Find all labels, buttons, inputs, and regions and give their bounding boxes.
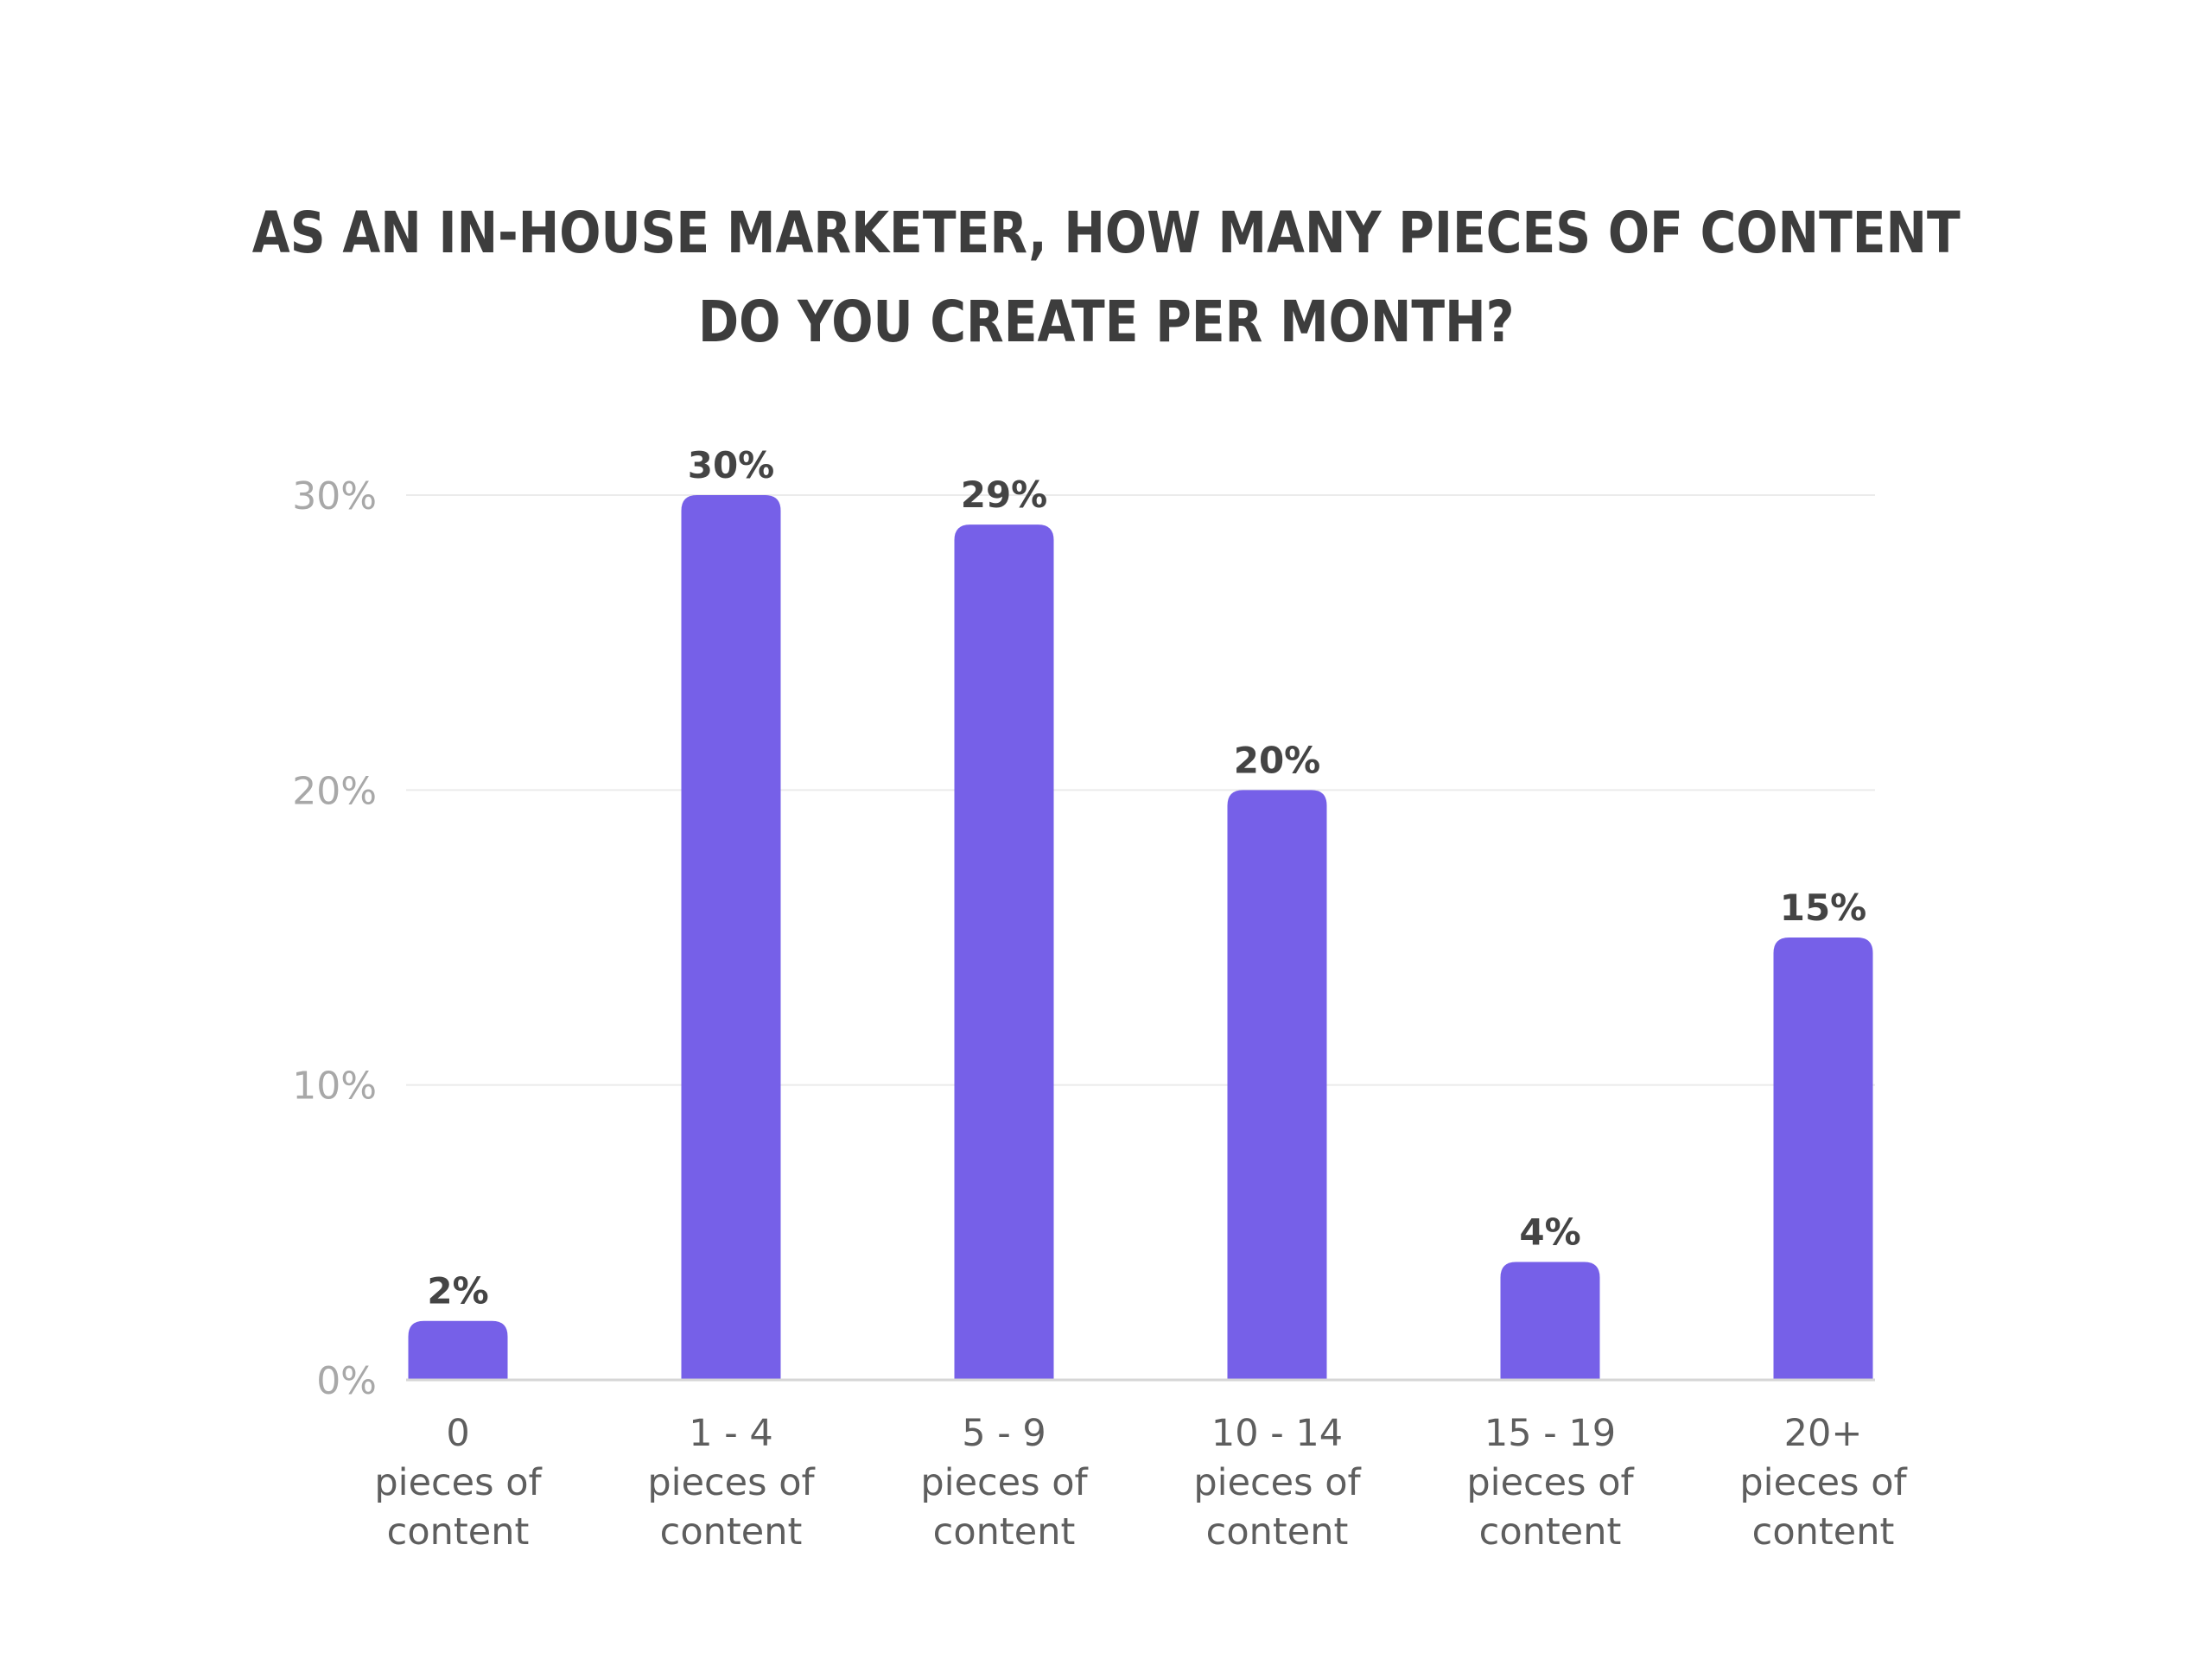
chart-title: AS AN IN-HOUSE MARKETER, HOW MANY PIECES… — [155, 188, 2057, 366]
data-label: 29% — [961, 474, 1048, 516]
y-tick-label: 0% — [316, 1359, 377, 1403]
bar — [1500, 1262, 1600, 1380]
bar — [408, 1320, 508, 1380]
y-tick-label: 10% — [292, 1065, 377, 1109]
chart-title-line-2: DO YOU CREATE PER MONTH? — [698, 289, 1515, 355]
chart-title-line-1: AS AN IN-HOUSE MARKETER, HOW MANY PIECES… — [251, 200, 1961, 266]
bar — [1227, 790, 1327, 1380]
y-tick-label: 20% — [292, 769, 377, 813]
bar — [1773, 938, 1873, 1380]
x-tick-label: 0 pieces of content — [374, 1412, 542, 1554]
data-label: 4% — [1519, 1211, 1580, 1253]
x-tick-label: 10 - 14 pieces of content — [1193, 1412, 1361, 1554]
x-tick-label: 20+ pieces of content — [1739, 1412, 1907, 1554]
data-label: 2% — [427, 1270, 488, 1313]
data-label: 15% — [1780, 887, 1867, 929]
data-label: 20% — [1234, 739, 1321, 781]
x-tick-label: 15 - 19 pieces of content — [1466, 1412, 1634, 1554]
data-label: 30% — [688, 444, 775, 486]
bar — [954, 524, 1054, 1380]
y-tick-label: 30% — [292, 474, 377, 518]
x-tick-label: 1 - 4 pieces of content — [647, 1412, 815, 1554]
x-tick-label: 5 - 9 pieces of content — [920, 1412, 1088, 1554]
bar — [681, 495, 781, 1380]
